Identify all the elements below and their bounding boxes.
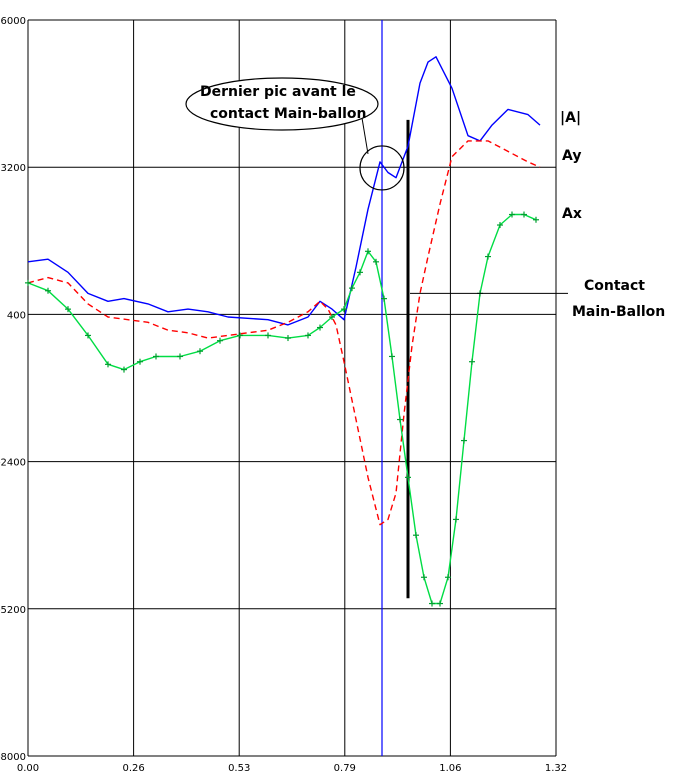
ax-marker [237, 332, 243, 339]
ax-marker [485, 253, 491, 260]
ax-marker [357, 269, 363, 276]
series-layer [25, 56, 541, 607]
y-tick-label: 3200 [1, 163, 26, 174]
ax-marker [497, 222, 503, 229]
ax-marker [421, 574, 427, 581]
ax-marker [429, 600, 435, 607]
ax-marker [177, 353, 183, 360]
ax-marker [329, 314, 335, 321]
ax-marker [445, 574, 451, 581]
ax-marker [137, 358, 143, 365]
ax-marker [389, 353, 395, 360]
ax-marker [349, 285, 355, 292]
ax-marker [197, 348, 203, 355]
ax-marker [217, 337, 223, 344]
series-line-a [27, 56, 541, 326]
x-tick-label: 1.32 [545, 763, 567, 774]
grid [27, 19, 557, 757]
ax-marker [265, 332, 271, 339]
ax-marker [373, 258, 379, 265]
peak-annotation: Dernier pic avant le contact Main-ballon [185, 77, 405, 191]
ax-marker [381, 295, 387, 302]
ax-marker [469, 358, 475, 365]
ax-marker [397, 416, 403, 423]
ax-marker [437, 600, 443, 607]
series-label-a: |A| [560, 110, 581, 126]
series-line-ay [27, 140, 541, 526]
ax-marker [317, 324, 323, 331]
ax-marker [365, 248, 371, 255]
ax-marker [25, 279, 31, 286]
ax-marker [85, 332, 91, 339]
contact-annotation: Contact Main-Ballon [410, 278, 665, 320]
x-tick-label: 0.26 [122, 763, 144, 774]
x-tick-label: 0.00 [17, 763, 39, 774]
ax-marker [153, 353, 159, 360]
series-label-ax: Ax [562, 206, 582, 222]
y-tick-label: 6000 [1, 16, 26, 27]
peak-annotation-line-2: contact Main-ballon [210, 106, 367, 122]
ax-marker [533, 216, 539, 223]
y-tick-labels: 6000 3200 400 -2400 -5200 -8000 [0, 16, 26, 763]
peak-callout-pointer [361, 117, 369, 155]
y-tick-label: -5200 [0, 605, 26, 616]
ax-marker [105, 361, 111, 368]
ax-marker [413, 532, 419, 539]
series-line-ax [27, 213, 537, 605]
contact-annotation-line-2: Main-Ballon [572, 304, 665, 320]
y-tick-label: 400 [7, 310, 26, 321]
contact-annotation-line-1: Contact [584, 278, 645, 294]
ax-marker [461, 437, 467, 444]
peak-annotation-line-1: Dernier pic avant le [200, 84, 356, 100]
ax-marker [521, 211, 527, 218]
ax-marker [305, 332, 311, 339]
peak-circle [359, 145, 405, 191]
x-tick-label: 0.53 [228, 763, 250, 774]
y-tick-label: -2400 [0, 458, 26, 469]
ax-marker [121, 366, 127, 373]
x-tick-label: 0.79 [334, 763, 356, 774]
ax-marker [509, 211, 515, 218]
peak-callout-bubble [185, 77, 379, 131]
series-label-ay: Ay [562, 148, 581, 164]
ax-marker [45, 287, 51, 294]
ax-marker [285, 335, 291, 342]
vertical-markers [381, 20, 410, 756]
x-tick-label: 1.06 [439, 763, 461, 774]
x-tick-labels: 0.00 0.26 0.53 0.79 1.06 1.32 [17, 763, 567, 774]
ax-marker [405, 474, 411, 481]
ax-marker [65, 306, 71, 313]
ax-marker [341, 306, 347, 313]
ax-marker [453, 516, 459, 523]
y-tick-label: -8000 [0, 752, 26, 763]
